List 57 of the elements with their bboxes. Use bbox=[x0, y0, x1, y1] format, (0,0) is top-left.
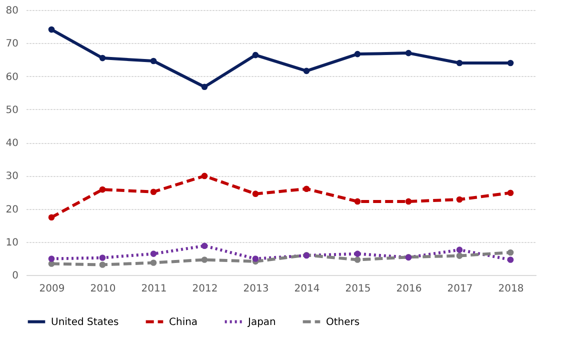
legend-label: United States bbox=[51, 316, 119, 328]
point bbox=[405, 198, 412, 205]
point bbox=[201, 256, 208, 263]
point bbox=[48, 256, 55, 262]
x-tick-label: 2015 bbox=[345, 284, 371, 294]
x-tick-label: 2013 bbox=[243, 284, 269, 294]
point bbox=[507, 256, 514, 263]
y-tick-label: 50 bbox=[6, 104, 18, 116]
point bbox=[201, 172, 208, 180]
point bbox=[354, 250, 361, 257]
point bbox=[150, 260, 157, 266]
point bbox=[405, 50, 412, 56]
y-tick-label: 40 bbox=[6, 138, 18, 149]
point bbox=[303, 186, 310, 192]
x-tick-label: 2012 bbox=[192, 284, 218, 294]
point bbox=[252, 256, 259, 262]
x-tick-label: 2017 bbox=[447, 284, 473, 294]
y-tick-label: 20 bbox=[6, 204, 18, 216]
point bbox=[150, 250, 157, 257]
point bbox=[99, 254, 106, 261]
point bbox=[99, 262, 106, 268]
legend-label: Others bbox=[326, 316, 360, 328]
y-tick-label: 0 bbox=[12, 270, 18, 282]
x-tick-label: 2016 bbox=[396, 284, 422, 294]
point bbox=[150, 58, 157, 64]
x-tick-label: 2014 bbox=[294, 284, 320, 294]
y-tick-label: 10 bbox=[6, 237, 18, 248]
x-tick-label: 2010 bbox=[90, 284, 116, 294]
point bbox=[99, 54, 106, 62]
y-tick-label: 80 bbox=[6, 6, 18, 16]
point bbox=[48, 214, 55, 221]
point bbox=[456, 252, 463, 259]
point bbox=[507, 190, 514, 196]
legend-label: Japan bbox=[247, 316, 276, 328]
x-tick-label: 2009 bbox=[39, 284, 65, 294]
point bbox=[507, 60, 514, 66]
point bbox=[201, 242, 208, 250]
legend-label: China bbox=[169, 316, 198, 328]
point bbox=[150, 188, 157, 196]
y-tick-label: 60 bbox=[6, 72, 18, 83]
point bbox=[354, 198, 361, 205]
point bbox=[354, 256, 361, 263]
x-tick-label: 2018 bbox=[498, 284, 524, 294]
point bbox=[48, 26, 55, 33]
point bbox=[354, 50, 361, 58]
point bbox=[252, 52, 259, 58]
y-tick-label: 30 bbox=[6, 171, 18, 182]
point bbox=[456, 60, 463, 66]
point bbox=[201, 84, 208, 90]
point bbox=[99, 186, 106, 193]
y-tick-label: 70 bbox=[6, 38, 18, 50]
point bbox=[456, 196, 463, 203]
point bbox=[252, 190, 259, 197]
point bbox=[507, 249, 514, 256]
point bbox=[303, 68, 310, 74]
point bbox=[456, 246, 463, 253]
x-tick-label: 2011 bbox=[141, 284, 167, 294]
